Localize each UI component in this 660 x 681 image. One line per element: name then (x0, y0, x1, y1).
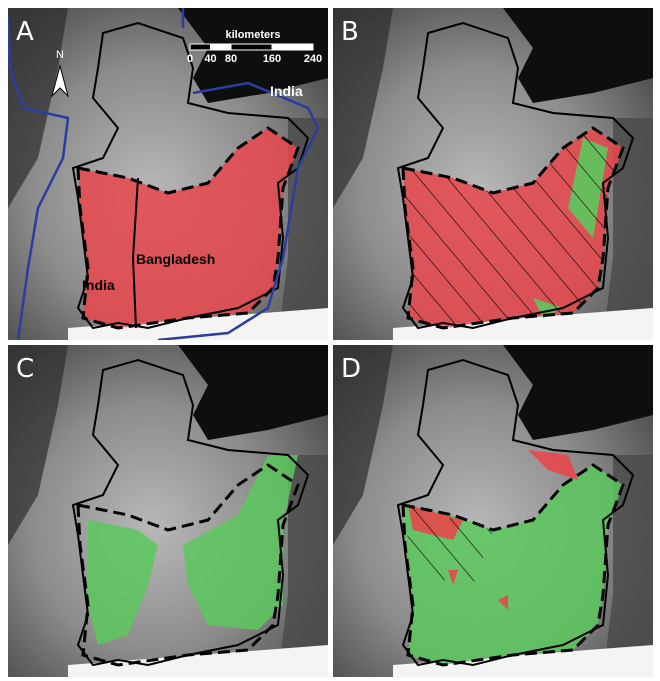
north-label: N (56, 49, 64, 61)
panel-label: B (341, 17, 359, 47)
panel-a: A kilometers 0 40 80 160 240 N India India B… (8, 8, 328, 340)
panel-c: C (8, 345, 328, 677)
panel-label: C (16, 354, 34, 384)
panel-label: D (341, 354, 361, 384)
panel-label: A (16, 17, 34, 47)
place-label: India (270, 83, 303, 99)
scale-tick-label: 0 (187, 53, 193, 65)
scale-tick-label: 240 (304, 53, 322, 65)
scale-tick-label: 40 (204, 53, 216, 65)
place-label: India (82, 277, 115, 293)
scale-segment (190, 44, 211, 50)
scale-segment (231, 44, 272, 50)
place-label: Bangladesh (136, 251, 215, 267)
scale-segment (272, 44, 313, 50)
scale-segment (211, 44, 232, 50)
scale-tick-label: 80 (225, 53, 237, 65)
scale-title: kilometers (225, 29, 280, 41)
panel-b: B (333, 8, 653, 340)
figure: A kilometers 0 40 80 160 240 N India India B… (0, 0, 660, 681)
scale-tick-label: 160 (263, 53, 281, 65)
panel-d: D (333, 345, 653, 677)
